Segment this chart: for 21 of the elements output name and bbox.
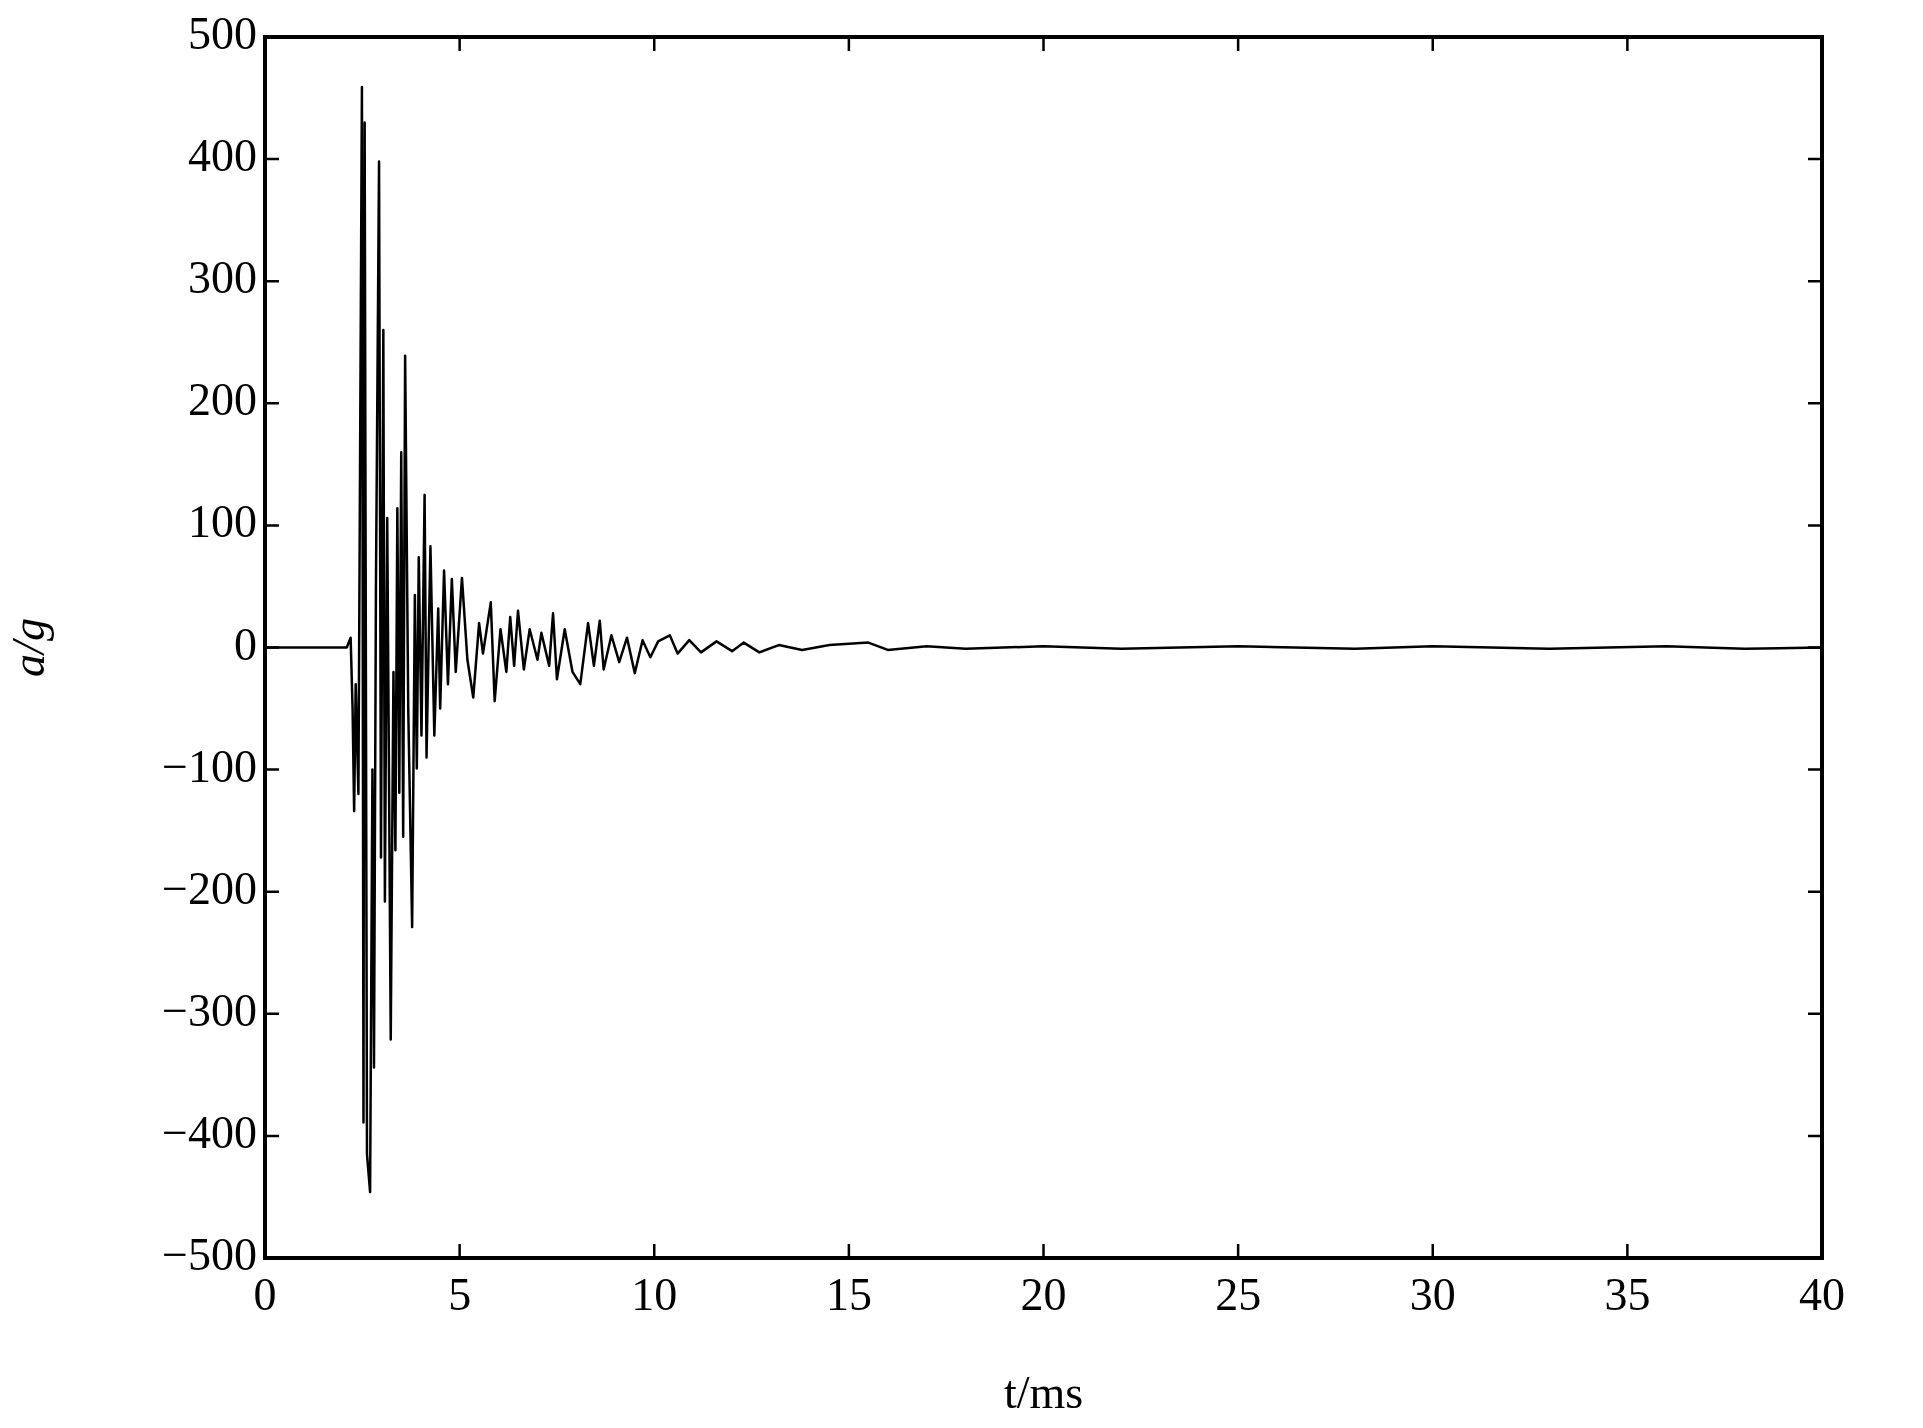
- x-tick-label: 35: [1604, 1268, 1651, 1320]
- y-tick-label: 500: [188, 8, 257, 60]
- y-tick-label: −100: [162, 740, 257, 792]
- y-tick-label: 300: [188, 252, 257, 304]
- y-tick-label: −200: [162, 862, 257, 914]
- y-tick-label: 400: [188, 130, 257, 182]
- x-tick-label: 25: [1215, 1268, 1262, 1320]
- y-tick-label: −300: [162, 984, 257, 1036]
- x-tick-label: 15: [825, 1268, 872, 1320]
- y-tick-label: 0: [234, 618, 257, 670]
- x-tick-label: 5: [448, 1268, 472, 1320]
- y-tick-label: −500: [162, 1229, 257, 1281]
- y-tick-label: −400: [162, 1106, 257, 1158]
- x-tick-label: 30: [1409, 1268, 1456, 1320]
- x-tick-label: 20: [1020, 1268, 1067, 1320]
- x-tick-label: 10: [631, 1268, 678, 1320]
- y-tick-label: 100: [188, 496, 257, 548]
- y-tick-label: 200: [188, 374, 257, 426]
- y-axis-title: a/g: [2, 618, 54, 677]
- x-axis-title: t/ms: [1003, 1367, 1084, 1419]
- x-tick-label: 40: [1799, 1268, 1845, 1320]
